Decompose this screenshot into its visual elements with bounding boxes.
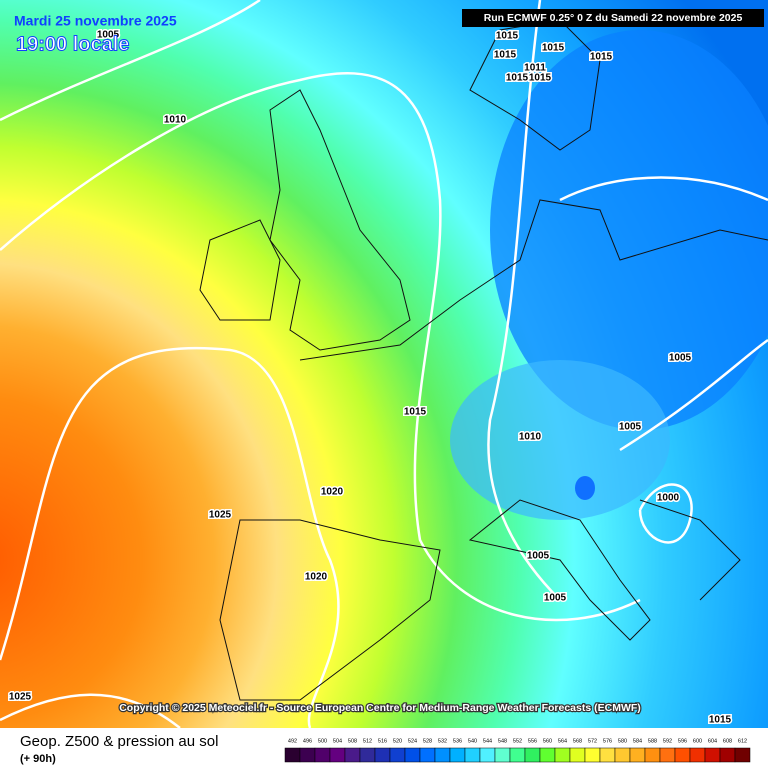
legend-label: 512 <box>363 738 372 744</box>
legend-label: 496 <box>303 738 312 744</box>
legend-label: 584 <box>633 738 642 744</box>
legend-swatch <box>629 747 646 763</box>
legend-label: 552 <box>513 738 522 744</box>
copyright: Copyright © 2025 Meteociel.fr - Source E… <box>119 702 641 714</box>
legend-label: 516 <box>378 738 387 744</box>
legend-label: 532 <box>438 738 447 744</box>
isobar-label: 1005 <box>527 551 550 562</box>
isobar-label: 1011 <box>524 63 546 74</box>
low-area <box>490 30 768 430</box>
legend-swatch <box>419 747 436 763</box>
isobar-label: 1015 <box>506 73 529 84</box>
legend-swatch <box>494 747 511 763</box>
forecast-date: Mardi 25 novembre 2025 <box>14 13 177 29</box>
footer-title: Geop. Z500 & pression au sol <box>20 733 218 750</box>
isobar-label: 1000 <box>657 493 680 504</box>
run-info: Run ECMWF 0.25° 0 Z du Samedi 22 novembr… <box>484 12 743 24</box>
legend-label: 580 <box>618 738 627 744</box>
legend-swatch <box>674 747 691 763</box>
legend-swatch <box>314 747 331 763</box>
legend-swatch <box>599 747 616 763</box>
legend-label: 540 <box>468 738 477 744</box>
low-center <box>575 476 595 500</box>
legend-label: 492 <box>288 738 297 744</box>
legend-label: 576 <box>603 738 612 744</box>
isobar-label: 1005 <box>97 30 120 41</box>
isobar-label: 1025 <box>209 510 232 521</box>
isobars <box>0 0 768 728</box>
legend-label: 556 <box>528 738 537 744</box>
legend-swatch <box>554 747 571 763</box>
legend-label: 568 <box>573 738 582 744</box>
legend-label: 608 <box>723 738 732 744</box>
legend-swatch <box>404 747 421 763</box>
legend-swatch <box>464 747 481 763</box>
legend-label: 604 <box>708 738 717 744</box>
legend-label: 544 <box>483 738 492 744</box>
low-area <box>450 360 670 520</box>
legend-label: 572 <box>588 738 597 744</box>
legend-swatch <box>539 747 556 763</box>
legend-swatch <box>374 747 391 763</box>
legend-label: 528 <box>423 738 432 744</box>
legend-swatch <box>344 747 361 763</box>
legend-label: 592 <box>663 738 672 744</box>
legend-swatch <box>584 747 601 763</box>
legend-swatch <box>524 747 541 763</box>
legend-label: 548 <box>498 738 507 744</box>
isobar-label: 1020 <box>321 487 344 498</box>
isobar-label: 1020 <box>305 572 328 583</box>
isobar-label: 1005 <box>544 593 567 604</box>
isobar-label: 1010 <box>519 432 542 443</box>
legend-swatch <box>284 747 301 763</box>
legend-swatch <box>689 747 706 763</box>
legend-swatch <box>329 747 346 763</box>
isobar-label: 1015 <box>709 715 732 726</box>
legend-label: 504 <box>333 738 342 744</box>
isobar-label: 1025 <box>9 692 32 703</box>
isobar-label: 1015 <box>404 407 427 418</box>
legend-swatch <box>659 747 676 763</box>
legend-label: 596 <box>678 738 687 744</box>
legend-swatch <box>719 747 736 763</box>
isobar-label: 1015 <box>542 43 565 54</box>
isobar-label: 1010 <box>164 115 187 126</box>
legend-label: 520 <box>393 738 402 744</box>
legend-swatch <box>359 747 376 763</box>
legend-label: 524 <box>408 738 417 744</box>
isobar-label: 1005 <box>619 422 642 433</box>
isobar-label: 1015 <box>529 73 552 84</box>
legend-swatch <box>614 747 631 763</box>
legend-swatch <box>644 747 661 763</box>
legend-label: 536 <box>453 738 462 744</box>
forecast-time: 19:00 locale <box>16 33 129 55</box>
legend-label: 508 <box>348 738 357 744</box>
legend-swatch <box>509 747 526 763</box>
coastlines <box>199 19 768 701</box>
isobar-label: 1015 <box>494 50 517 61</box>
legend-swatch <box>479 747 496 763</box>
legend-swatch <box>299 747 316 763</box>
legend-swatch <box>449 747 466 763</box>
run-box <box>462 9 764 27</box>
legend-label: 600 <box>693 738 702 744</box>
legend-swatch <box>569 747 586 763</box>
legend-label: 612 <box>738 738 747 744</box>
legend-swatch <box>389 747 406 763</box>
legend-swatch <box>734 747 751 763</box>
legend-label: 588 <box>648 738 657 744</box>
footer-lead: (+ 90h) <box>20 753 56 765</box>
isobar-label: 1015 <box>496 31 519 42</box>
legend-swatch <box>434 747 451 763</box>
legend-label: 500 <box>318 738 327 744</box>
isobar-label: 1005 <box>669 353 692 364</box>
legend-swatch <box>704 747 721 763</box>
legend-label: 560 <box>543 738 552 744</box>
isobar-label: 1015 <box>590 52 613 63</box>
legend-label: 564 <box>558 738 567 744</box>
